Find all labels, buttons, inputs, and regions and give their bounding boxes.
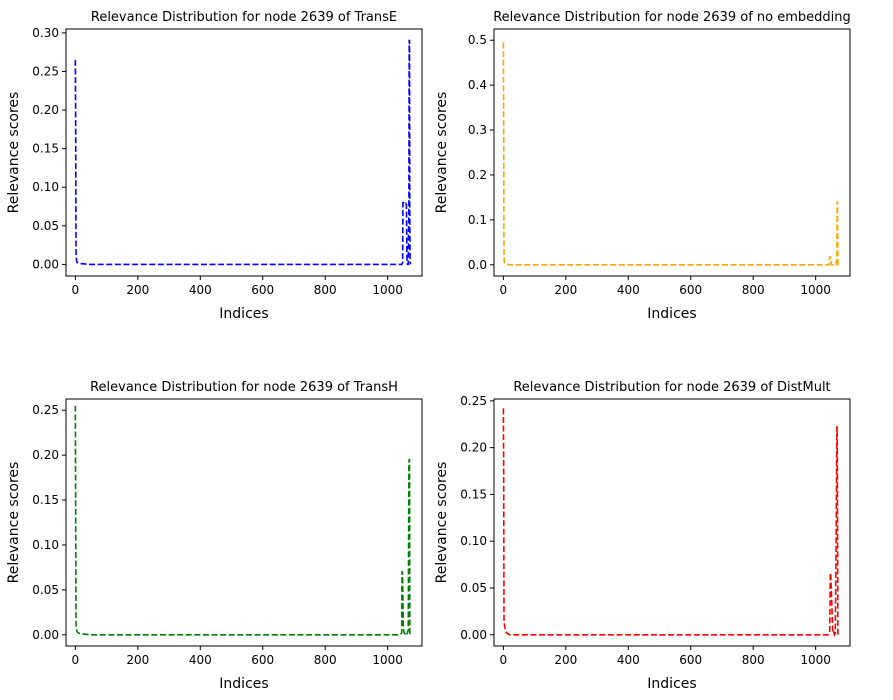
y-tick-label: 0.00 bbox=[32, 628, 59, 642]
x-tick-label: 200 bbox=[554, 653, 577, 667]
series-line bbox=[502, 42, 839, 267]
plot-frame bbox=[65, 398, 423, 647]
plot-frame bbox=[493, 28, 851, 277]
x-tick-label: 600 bbox=[679, 283, 702, 297]
y-tick-label: 0.20 bbox=[460, 441, 487, 455]
subplot-no-embedding: Relevance Distribution for node 2639 of … bbox=[434, 10, 851, 322]
y-tick-label: 0.10 bbox=[32, 538, 59, 552]
y-tick-label: 0.20 bbox=[32, 103, 59, 117]
x-tick-label: 200 bbox=[126, 283, 149, 297]
chart-title: Relevance Distribution for node 2639 of … bbox=[513, 380, 830, 395]
x-axis-label: Indices bbox=[647, 676, 696, 692]
y-tick-label: 0.10 bbox=[460, 534, 487, 548]
x-tick-label: 600 bbox=[679, 653, 702, 667]
series-line bbox=[502, 408, 839, 638]
y-axis-label: Relevance scores bbox=[6, 462, 22, 584]
x-tick-label: 800 bbox=[742, 653, 765, 667]
y-tick-label: 0.05 bbox=[32, 583, 59, 597]
x-axis-label: Indices bbox=[219, 306, 268, 322]
chart-title: Relevance Distribution for node 2639 of … bbox=[91, 10, 397, 25]
x-tick-label: 0 bbox=[72, 653, 80, 667]
chart-title: Relevance Distribution for node 2639 of … bbox=[90, 380, 398, 395]
x-tick-label: 0 bbox=[500, 653, 508, 667]
x-tick-label: 400 bbox=[189, 653, 212, 667]
subplot-distmult: Relevance Distribution for node 2639 of … bbox=[434, 380, 851, 692]
y-tick-label: 0.15 bbox=[460, 487, 487, 501]
y-tick-label: 0.30 bbox=[32, 26, 59, 40]
x-tick-label: 400 bbox=[617, 653, 640, 667]
y-tick-label: 0.4 bbox=[468, 78, 487, 92]
chart-title: Relevance Distribution for node 2639 of … bbox=[493, 10, 851, 25]
y-tick-label: 0.3 bbox=[468, 123, 487, 137]
y-tick-label: 0.05 bbox=[460, 581, 487, 595]
plot-frame bbox=[65, 28, 423, 277]
x-tick-label: 1000 bbox=[800, 653, 831, 667]
x-tick-label: 0 bbox=[500, 283, 508, 297]
x-tick-label: 800 bbox=[314, 653, 337, 667]
x-tick-label: 200 bbox=[126, 653, 149, 667]
y-tick-label: 0.0 bbox=[468, 258, 487, 272]
x-tick-label: 1000 bbox=[372, 283, 403, 297]
y-tick-label: 0.00 bbox=[32, 257, 59, 271]
x-tick-label: 800 bbox=[314, 283, 337, 297]
series-line bbox=[74, 405, 411, 637]
subplot-transe: Relevance Distribution for node 2639 of … bbox=[6, 10, 423, 322]
x-tick-label: 1000 bbox=[372, 653, 403, 667]
x-tick-label: 600 bbox=[251, 283, 274, 297]
y-axis-label: Relevance scores bbox=[434, 462, 450, 584]
x-tick-label: 1000 bbox=[800, 283, 831, 297]
x-tick-label: 600 bbox=[251, 653, 274, 667]
series-line bbox=[74, 39, 412, 266]
x-axis-label: Indices bbox=[647, 306, 696, 322]
x-axis-label: Indices bbox=[219, 676, 268, 692]
y-tick-label: 0.00 bbox=[460, 628, 487, 642]
x-tick-label: 400 bbox=[617, 283, 640, 297]
y-tick-label: 0.15 bbox=[32, 493, 59, 507]
y-tick-label: 0.25 bbox=[32, 64, 59, 78]
subplot-transh: Relevance Distribution for node 2639 of … bbox=[6, 380, 423, 692]
y-tick-label: 0.05 bbox=[32, 219, 59, 233]
x-tick-label: 400 bbox=[189, 283, 212, 297]
y-tick-label: 0.10 bbox=[32, 180, 59, 194]
x-tick-label: 200 bbox=[554, 283, 577, 297]
y-axis-label: Relevance scores bbox=[434, 92, 450, 214]
y-tick-label: 0.1 bbox=[468, 213, 487, 227]
y-tick-label: 0.2 bbox=[468, 168, 487, 182]
y-tick-label: 0.25 bbox=[32, 403, 59, 417]
x-tick-label: 800 bbox=[742, 283, 765, 297]
plot-frame bbox=[493, 398, 851, 647]
x-tick-label: 0 bbox=[72, 283, 80, 297]
y-tick-label: 0.15 bbox=[32, 142, 59, 156]
y-tick-label: 0.20 bbox=[32, 448, 59, 462]
y-tick-label: 0.5 bbox=[468, 33, 487, 47]
y-tick-label: 0.25 bbox=[460, 394, 487, 408]
y-axis-label: Relevance scores bbox=[6, 92, 22, 214]
